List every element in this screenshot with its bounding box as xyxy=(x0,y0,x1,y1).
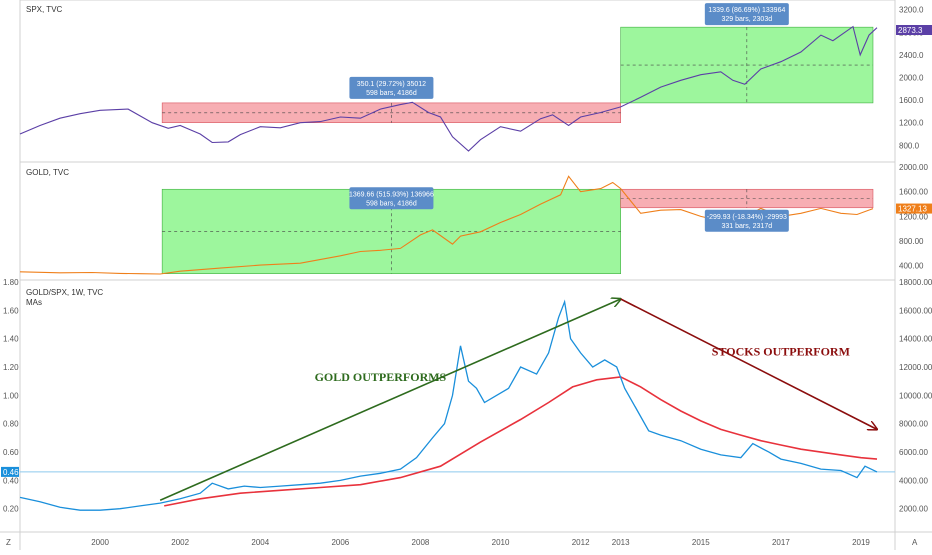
annotation-gold-outperforms: GOLD OUTPERFORMS xyxy=(315,370,447,384)
annotation-stocks-outperform: STOCKS OUTPERFORM xyxy=(712,345,850,359)
x-tick-10: 2019 xyxy=(852,538,870,547)
gold-measure-label-1[interactable]: -299.93 (-18.34%) -29993 331 bars, 2317d xyxy=(704,209,789,232)
ratio-left-y-tick-3: 0.80 xyxy=(3,420,19,429)
gold-measure-label-1-bg xyxy=(704,209,789,232)
spx-last-value-text: 2873.3 xyxy=(898,26,923,35)
spx-measure-label-1[interactable]: 1339.6 (86.69%) 133964 329 bars, 2303d xyxy=(704,3,789,26)
spx-y-tick-6: 3200.0 xyxy=(899,6,924,15)
gold-y-tick-4: 2000.00 xyxy=(899,163,928,172)
x-tick-9: 2017 xyxy=(772,538,790,547)
time-x-axis: 2000 2002 2004 2006 2008 2010 2012 2013 2015 2017… xyxy=(91,538,870,547)
gold-measure-label-0-bg xyxy=(349,187,434,210)
spx-y-tick-4: 2400.0 xyxy=(899,51,924,60)
spx-y-tick-1: 1200.0 xyxy=(899,119,924,128)
ratio-pane-subtitle: MAs xyxy=(26,298,42,307)
gold-measure-label-0[interactable]: 1369.66 (515.93%) 136966 598 bars, 4186d xyxy=(349,187,434,210)
auto-scale-button[interactable]: A xyxy=(912,538,918,547)
ratio-left-y-tick-1: 0.40 xyxy=(3,476,19,485)
ratio-right-y-tick-4: 10000.00 xyxy=(899,391,932,400)
gold-y-tick-0: 400.00 xyxy=(899,262,924,271)
gold-measure-label-0-line-1: 598 bars, 4186d xyxy=(366,200,417,207)
arrow-gold-outperforms[interactable] xyxy=(159,299,621,501)
ratio-right-y-tick-2: 6000.00 xyxy=(899,448,928,457)
x-tick-6: 2012 xyxy=(572,538,590,547)
ratio-last-value-badge: 0.46 xyxy=(1,466,19,477)
x-tick-3: 2006 xyxy=(331,538,349,547)
ratio-pane-title: GOLD/SPX, 1W, TVC xyxy=(26,288,103,297)
ratio-left-y-tick-5: 1.20 xyxy=(3,363,19,372)
spx-measure-label-1-line-1: 329 bars, 2303d xyxy=(722,16,773,23)
ratio-last-value-text: 0.46 xyxy=(3,468,19,477)
spx-last-value-bg xyxy=(896,25,932,35)
gold-pane-title: GOLD, TVC xyxy=(26,168,69,177)
ratio-left-y-tick-8: 1.80 xyxy=(3,278,19,287)
ratio-right-y-axis: 2000.00 4000.00 6000.00 8000.00 10000.00 1200… xyxy=(899,278,932,514)
ratio-left-y-tick-0: 0.20 xyxy=(3,505,19,514)
x-tick-1: 2002 xyxy=(171,538,189,547)
spx-measure-label-1-bg xyxy=(704,3,789,26)
ratio-right-y-tick-8: 18000.00 xyxy=(899,278,932,287)
ratio-right-y-tick-3: 8000.00 xyxy=(899,420,928,429)
spx-last-value-badge: 2873.3 xyxy=(896,25,932,35)
measure-guides xyxy=(162,27,873,274)
spx-measure-label-0-bg xyxy=(349,76,434,99)
ratio-right-y-tick-5: 12000.00 xyxy=(899,363,932,372)
gold-last-value-bg xyxy=(896,203,932,214)
spx-measure-label-0[interactable]: 350.1 (29.72%) 35012 598 bars, 4186d xyxy=(349,76,434,99)
ratio-right-y-tick-7: 16000.00 xyxy=(899,306,932,315)
x-tick-2: 2004 xyxy=(251,538,269,547)
x-tick-4: 2008 xyxy=(412,538,430,547)
spx-pane-title: SPX, TVC xyxy=(26,5,63,14)
gold-last-value-text: 1327.13 xyxy=(898,205,927,214)
z-icon[interactable]: Z xyxy=(6,538,11,547)
x-tick-0: 2000 xyxy=(91,538,109,547)
x-tick-8: 2015 xyxy=(692,538,710,547)
gold-measure-label-1-line-0: -299.93 (-18.34%) -29993 xyxy=(707,214,787,221)
arrow-stocks-outperform[interactable] xyxy=(620,298,877,429)
spx-y-tick-2: 1600.0 xyxy=(899,96,924,105)
ratio-series-line[interactable] xyxy=(19,299,878,511)
ratio-left-y-tick-2: 0.60 xyxy=(3,448,19,457)
ratio-left-y-tick-7: 1.60 xyxy=(3,306,19,315)
ratio-left-y-tick-4: 1.00 xyxy=(3,391,19,400)
spx-y-tick-0: 800.0 xyxy=(899,141,920,150)
x-tick-5: 2010 xyxy=(492,538,510,547)
spx-series-line[interactable] xyxy=(19,25,878,152)
gold-measure-label-1-line-1: 331 bars, 2317d xyxy=(722,223,773,230)
ratio-left-y-axis: 0.20 0.40 0.60 0.80 1.00 1.20 1.40 1.60 1.80 xyxy=(3,278,19,514)
gold-y-tick-3: 1600.00 xyxy=(899,188,928,197)
spx-measure-label-0-line-0: 350.1 (29.72%) 35012 xyxy=(357,81,426,88)
ratio-right-y-tick-1: 4000.00 xyxy=(899,476,928,485)
spx-measure-label-0-line-1: 598 bars, 4186d xyxy=(366,90,417,97)
gold-measure-label-0-line-0: 1369.66 (515.93%) 136966 xyxy=(349,191,434,198)
ratio-right-y-tick-0: 2000.00 xyxy=(899,505,928,514)
spx-y-tick-3: 2000.0 xyxy=(899,73,924,82)
x-tick-7: 2013 xyxy=(612,538,630,547)
gold-y-tick-1: 800.00 xyxy=(899,237,924,246)
ratio-right-y-tick-6: 14000.00 xyxy=(899,335,932,344)
spx-measure-label-1-line-0: 1339.6 (86.69%) 133964 xyxy=(708,7,785,14)
ratio-left-y-tick-6: 1.40 xyxy=(3,335,19,344)
pane-ratio-frame xyxy=(19,279,896,533)
gold-y-tick-2: 1200.00 xyxy=(899,212,928,221)
ratio-last-value-bg xyxy=(1,466,19,477)
gold-y-axis: 400.00 800.00 1200.00 1600.00 2000.00 xyxy=(899,163,928,271)
gold-last-value-badge: 1327.13 xyxy=(896,203,932,214)
